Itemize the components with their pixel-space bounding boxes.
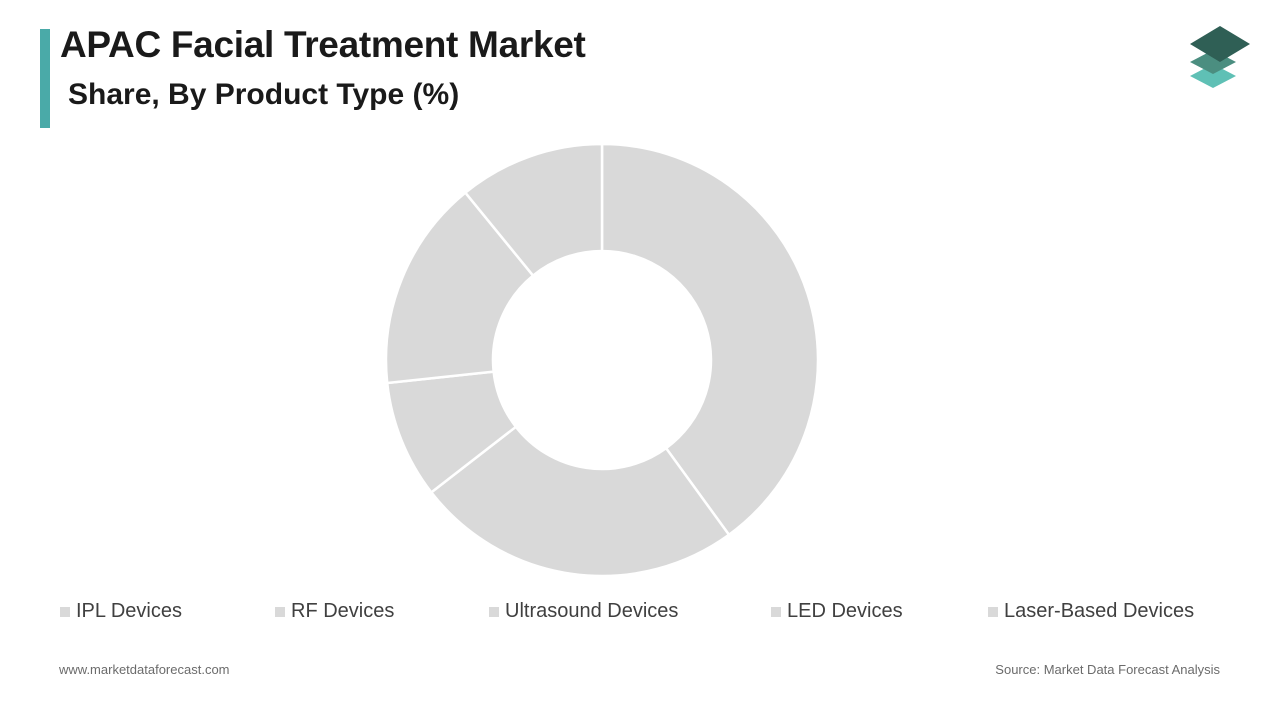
legend-swatch xyxy=(489,606,499,617)
donut-chart xyxy=(384,142,820,578)
legend-label: Laser-Based Devices xyxy=(1004,600,1195,622)
legend-item: Ultrasound Devices xyxy=(489,600,678,623)
legend-item: IPL Devices xyxy=(60,600,182,623)
legend-swatch xyxy=(275,606,285,617)
donut-slice-laser-based-devices xyxy=(463,142,604,278)
donut-slice-ipl-devices xyxy=(600,142,820,537)
donut-slice-led-devices xyxy=(384,190,535,385)
legend-item: LED Devices xyxy=(771,600,903,623)
website-url: www.marketdataforecast.com xyxy=(59,662,230,677)
legend-swatch xyxy=(988,606,998,617)
chart-legend: IPL Devices RF Devices Ultrasound Devices L… xyxy=(0,600,1280,628)
source-note: Source: Market Data Forecast Analysis xyxy=(995,662,1220,677)
legend-label: Ultrasound Devices xyxy=(505,600,679,622)
legend-item: RF Devices xyxy=(275,600,394,623)
legend-swatch xyxy=(771,606,781,617)
title-accent-bar xyxy=(40,29,50,128)
chart-subtitle: Share, By Product Type (%) xyxy=(68,78,460,111)
legend-item: Laser-Based Devices xyxy=(988,600,1194,623)
chart-title: APAC Facial Treatment Market xyxy=(60,24,586,65)
legend-swatch xyxy=(60,606,70,617)
legend-label: IPL Devices xyxy=(76,600,182,622)
legend-label: LED Devices xyxy=(787,600,903,622)
donut-slice-rf-devices xyxy=(429,425,731,578)
stacked-layers-logo-icon xyxy=(1190,26,1250,88)
legend-label: RF Devices xyxy=(291,600,395,622)
